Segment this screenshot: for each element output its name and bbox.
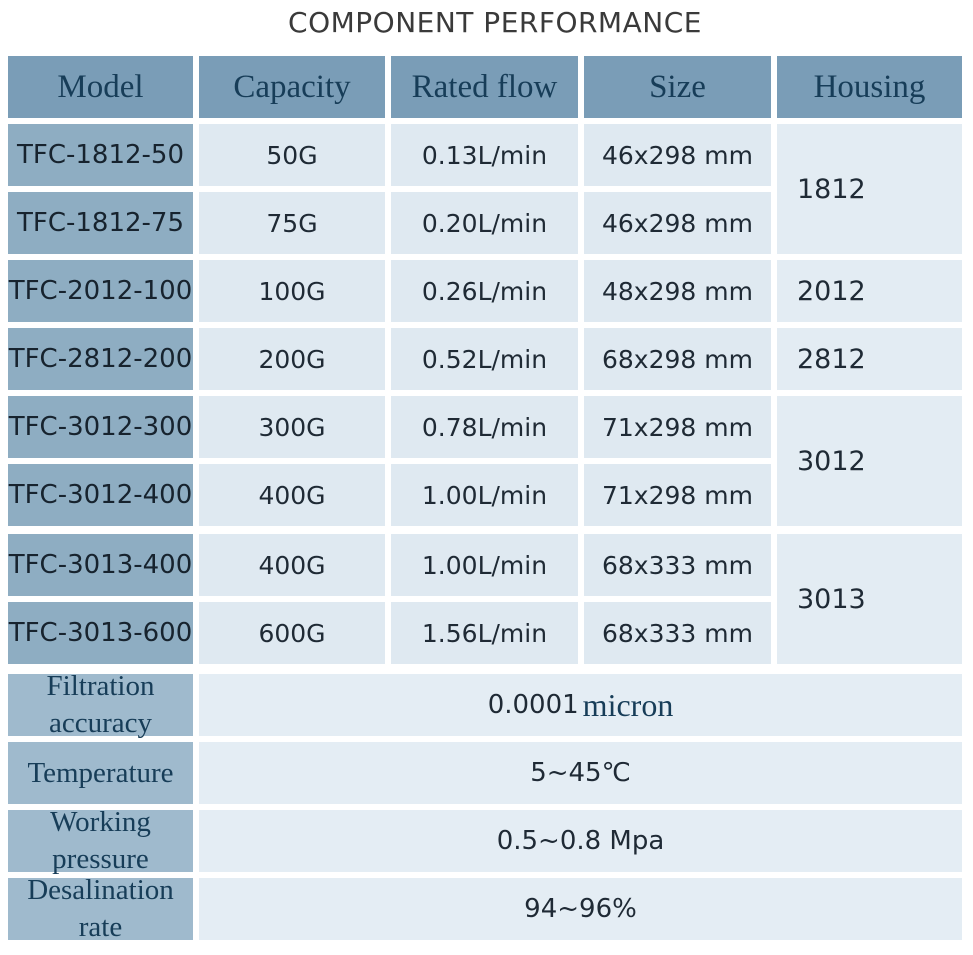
spec-label-temperature: Temperature — [8, 742, 193, 804]
column-header-size: Size — [584, 56, 771, 118]
table-cell-capacity: 50G — [199, 124, 385, 186]
table-cell-model: TFC-3012-300 — [8, 396, 193, 458]
spec-label-working-pressure: Working pressure — [8, 806, 193, 875]
table-cell-size: 46x298 mm — [584, 192, 771, 254]
table-cell-model: TFC-2012-100 — [8, 260, 193, 322]
table-cell-flow: 0.26L/min — [391, 260, 578, 322]
table-cell-flow: 0.78L/min — [391, 396, 578, 458]
table-cell-flow: 1.56L/min — [391, 602, 578, 664]
table-cell-flow: 1.00L/min — [391, 534, 578, 596]
table-cell-flow: 0.52L/min — [391, 328, 578, 390]
spec-label-line: pressure — [52, 843, 149, 875]
table-cell-capacity: 400G — [199, 534, 385, 596]
spec-value: 0.0001 — [487, 690, 579, 720]
table-cell-model: TFC-3013-600 — [8, 602, 193, 664]
table-cell-capacity: 400G — [199, 464, 385, 526]
table-cell-size: 68x333 mm — [584, 602, 771, 664]
spec-value: 0.5~0.8 Mpa — [496, 826, 665, 856]
spec-label-line: Working — [50, 806, 151, 838]
table-cell-model: TFC-3013-400 — [8, 534, 193, 596]
table-cell-size: 71x298 mm — [584, 396, 771, 458]
spec-label-line: accuracy — [48, 707, 152, 739]
column-header-capacity: Capacity — [199, 56, 385, 118]
column-header-model: Model — [8, 56, 193, 118]
table-cell-size: 46x298 mm — [584, 124, 771, 186]
column-header-housing: Housing — [777, 56, 962, 118]
spec-label-line: Desalination — [27, 874, 174, 906]
table-cell-housing: 2012 — [777, 260, 962, 322]
spec-label-line: Filtration — [46, 670, 155, 702]
page-title: COMPONENT PERFORMANCE — [288, 6, 702, 39]
table-cell-housing: 3013 — [777, 534, 962, 664]
table-cell-capacity: 100G — [199, 260, 385, 322]
table-cell-housing: 3012 — [777, 396, 962, 526]
table-cell-housing: 2812 — [777, 328, 962, 390]
spec-value-unit: micron — [582, 686, 674, 723]
table-cell-flow: 0.20L/min — [391, 192, 578, 254]
table-cell-model: TFC-1812-75 — [8, 192, 193, 254]
table-cell-capacity: 200G — [199, 328, 385, 390]
table-cell-size: 68x298 mm — [584, 328, 771, 390]
spec-value-desalination-rate: 94~96% — [199, 878, 962, 940]
table-cell-size: 48x298 mm — [584, 260, 771, 322]
spec-value-filtration-accuracy: 0.0001 micron — [199, 674, 962, 736]
table-cell-flow: 0.13L/min — [391, 124, 578, 186]
table-cell-size: 68x333 mm — [584, 534, 771, 596]
table-cell-flow: 1.00L/min — [391, 464, 578, 526]
spec-label-filtration-accuracy: Filtration accuracy — [8, 670, 193, 739]
spec-value: 5~45℃ — [530, 758, 631, 788]
column-header-rated-flow: Rated flow — [391, 56, 578, 118]
table-cell-model: TFC-2812-200 — [8, 328, 193, 390]
table-cell-model: TFC-3012-400 — [8, 464, 193, 526]
table-cell-housing: 1812 — [777, 124, 962, 254]
table-cell-model: TFC-1812-50 — [8, 124, 193, 186]
spec-value: 94~96% — [524, 894, 637, 924]
spec-label-desalination-rate: Desalination rate — [8, 874, 193, 943]
spec-value-temperature: 5~45℃ — [199, 742, 962, 804]
table-cell-capacity: 600G — [199, 602, 385, 664]
table-cell-capacity: 75G — [199, 192, 385, 254]
table-cell-capacity: 300G — [199, 396, 385, 458]
spec-label-line: rate — [78, 911, 123, 943]
spec-value-working-pressure: 0.5~0.8 Mpa — [199, 810, 962, 872]
table-cell-size: 71x298 mm — [584, 464, 771, 526]
spec-label-line: Temperature — [27, 756, 174, 789]
